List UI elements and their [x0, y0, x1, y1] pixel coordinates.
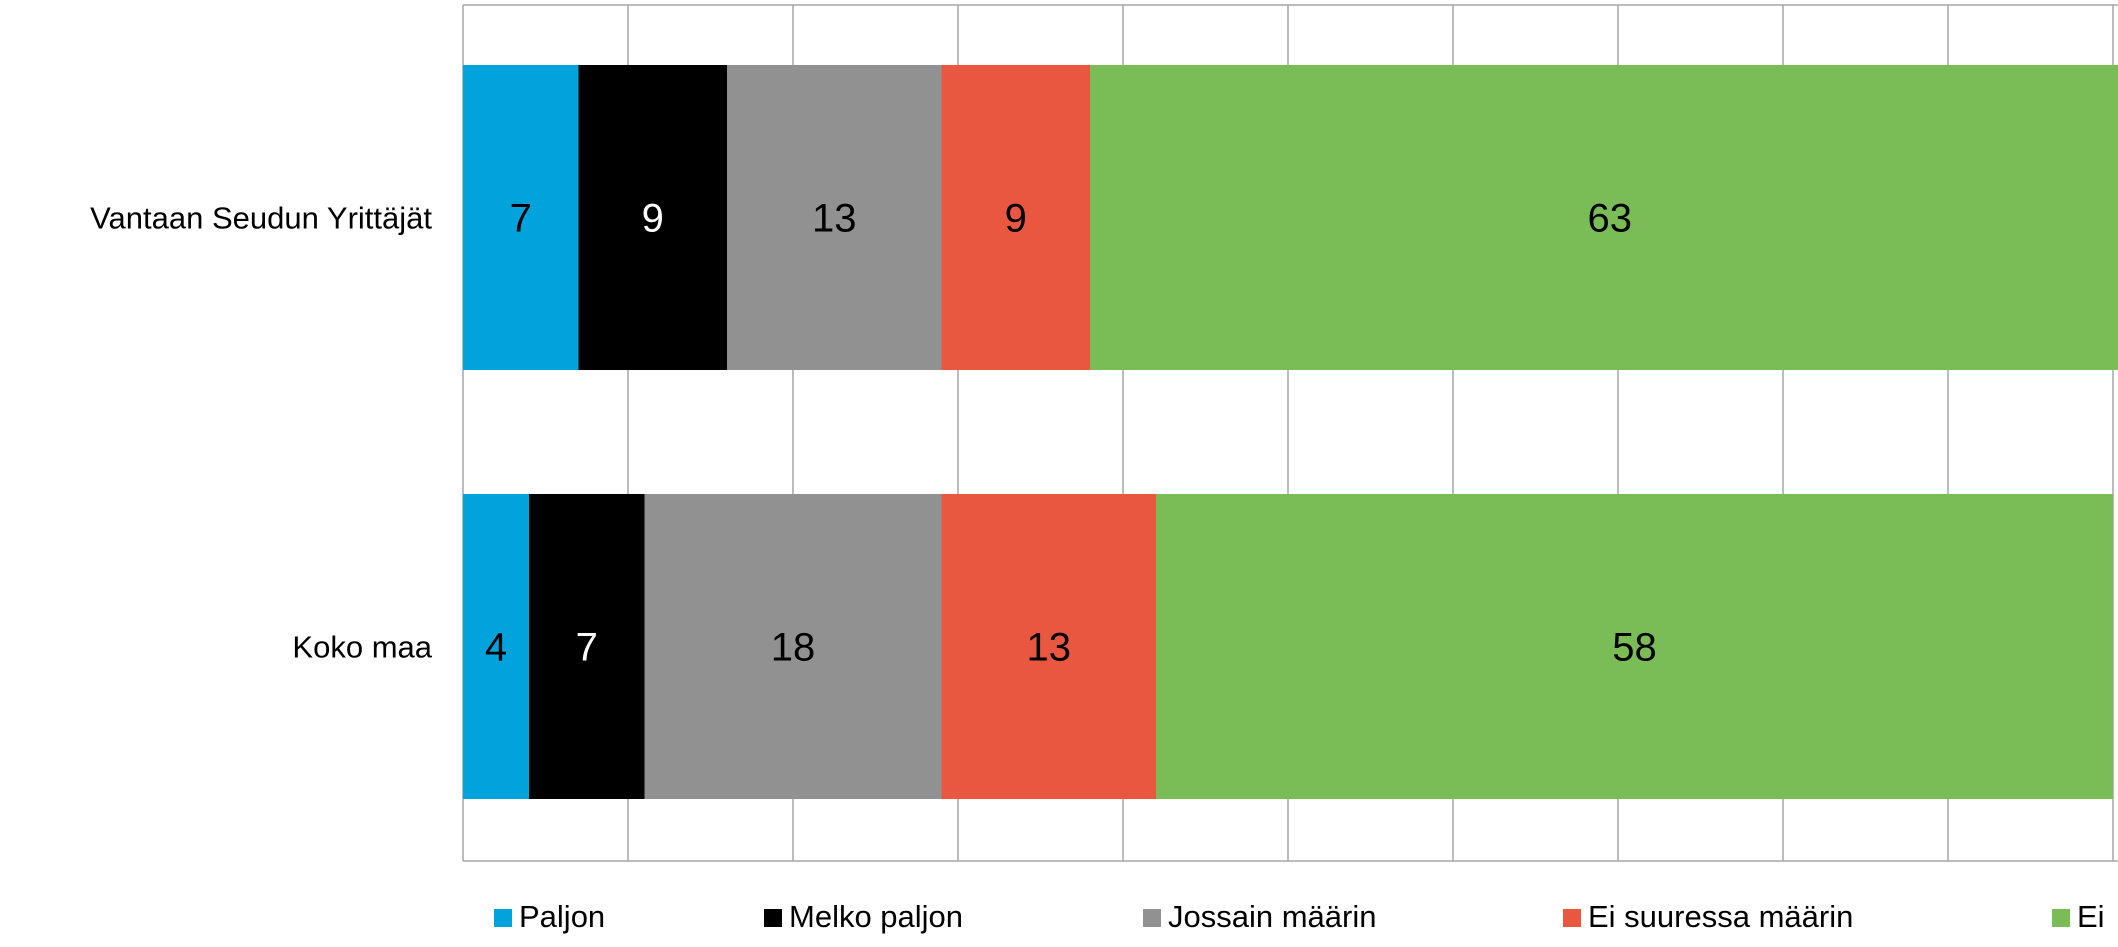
bar-segment	[578, 65, 727, 370]
bar-data-label: 9	[642, 197, 664, 241]
legend-label: Ei suuressa määrin	[1588, 899, 1853, 934]
bar-segment	[941, 65, 1090, 370]
category-label: Koko maa	[292, 630, 432, 665]
bar-segment	[941, 494, 1156, 799]
legend: Paljon Melko paljon Jossain määrin Ei suure…	[494, 899, 2105, 934]
bars	[463, 65, 2118, 799]
bar-data-label: 18	[771, 626, 816, 670]
bar-data-label: 63	[1588, 197, 1633, 241]
legend-swatch	[2052, 909, 2070, 927]
legend-swatch	[494, 909, 512, 927]
legend-label: Melko paljon	[789, 899, 963, 934]
bar-segment	[529, 494, 645, 799]
category-labels: Vantaan Seudun Yrittäjät Koko maa	[90, 201, 433, 665]
legend-label: Paljon	[519, 899, 605, 934]
data-labels: 7 9 13 9 63 4 7 18 13 58	[485, 197, 1657, 670]
legend-swatch	[764, 909, 782, 927]
bar-segment	[463, 494, 529, 799]
bar-data-label: 7	[576, 626, 598, 670]
bar-data-label: 13	[1027, 626, 1072, 670]
bar-data-label: 7	[510, 197, 532, 241]
bar-segment	[644, 494, 942, 799]
bar-segment	[727, 65, 942, 370]
legend-swatch	[1143, 909, 1161, 927]
bar-segment	[1156, 494, 2113, 799]
legend-label: Ei	[2077, 899, 2105, 934]
bar-data-label: 58	[1612, 626, 1657, 670]
bar-data-label: 4	[485, 626, 507, 670]
category-label: Vantaan Seudun Yrittäjät	[90, 201, 432, 236]
bar-segment	[463, 65, 579, 370]
bar-data-label: 9	[1005, 197, 1027, 241]
legend-swatch	[1563, 909, 1581, 927]
bar-data-label: 13	[812, 197, 857, 241]
legend-label: Jossain määrin	[1168, 899, 1376, 934]
bar-segment	[1090, 65, 2118, 370]
